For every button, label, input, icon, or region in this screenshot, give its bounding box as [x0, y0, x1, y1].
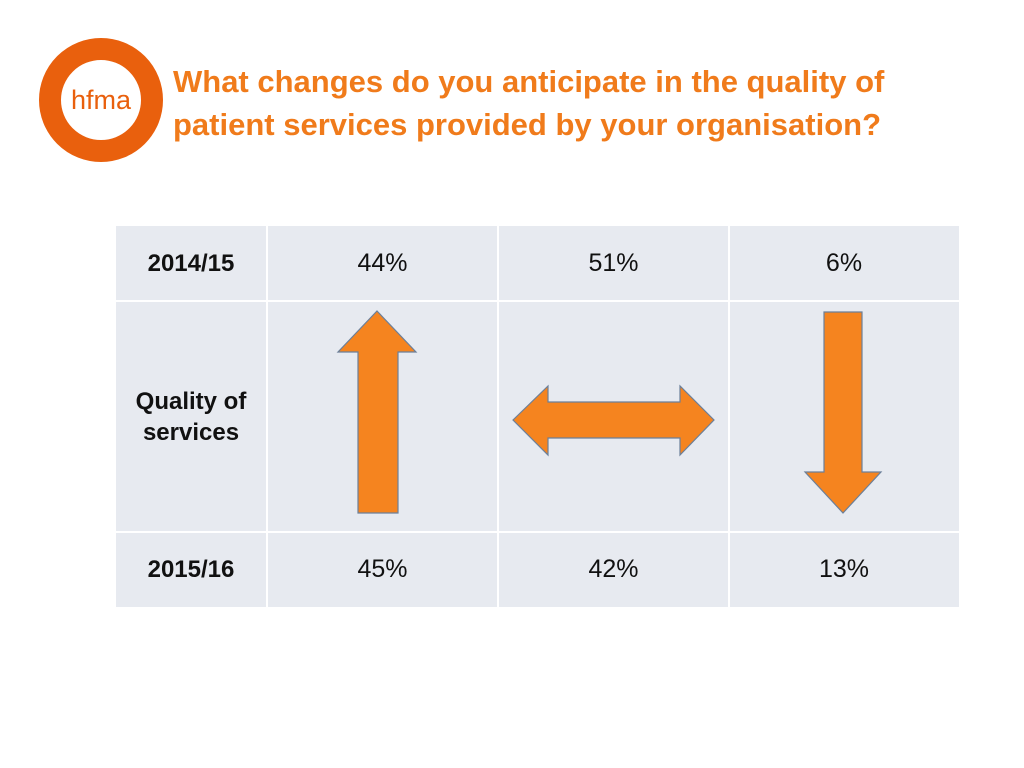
row-header-2015-16: 2015/16	[147, 556, 235, 583]
value-2015-16-no-change: 42%	[588, 555, 639, 583]
value-2014-15-increase: 44%	[357, 249, 408, 277]
arrow-icons	[336, 310, 883, 514]
hfma-logo-ring: hfma	[39, 38, 163, 162]
row-header-quality-of-services: Quality of services	[135, 387, 247, 446]
grid-line	[266, 226, 268, 607]
logo-text: hfma	[71, 85, 132, 115]
survey-table: 2014/15 44% 51% 6% Quality of services 2…	[116, 226, 959, 607]
grid-line	[116, 531, 959, 533]
value-2015-16-increase: 45%	[357, 555, 408, 583]
arrow-up-icon	[336, 310, 418, 514]
grid-line	[497, 226, 499, 607]
page-title: What changes do you anticipate in the qu…	[173, 60, 993, 146]
row-header-2014-15: 2014/15	[147, 250, 235, 277]
value-2014-15-no-change: 51%	[588, 249, 639, 277]
value-2014-15-decrease: 6%	[825, 249, 863, 277]
value-2015-16-decrease: 13%	[818, 555, 870, 583]
arrow-down-icon	[803, 311, 883, 514]
hfma-logo: hfma	[38, 37, 164, 163]
arrow-left-right-icon	[512, 384, 715, 457]
grid-line	[116, 300, 959, 302]
grid-line	[728, 226, 730, 607]
title-line-2: patient services provided by your organi…	[173, 107, 882, 142]
title-line-1: What changes do you anticipate in the qu…	[173, 64, 885, 99]
